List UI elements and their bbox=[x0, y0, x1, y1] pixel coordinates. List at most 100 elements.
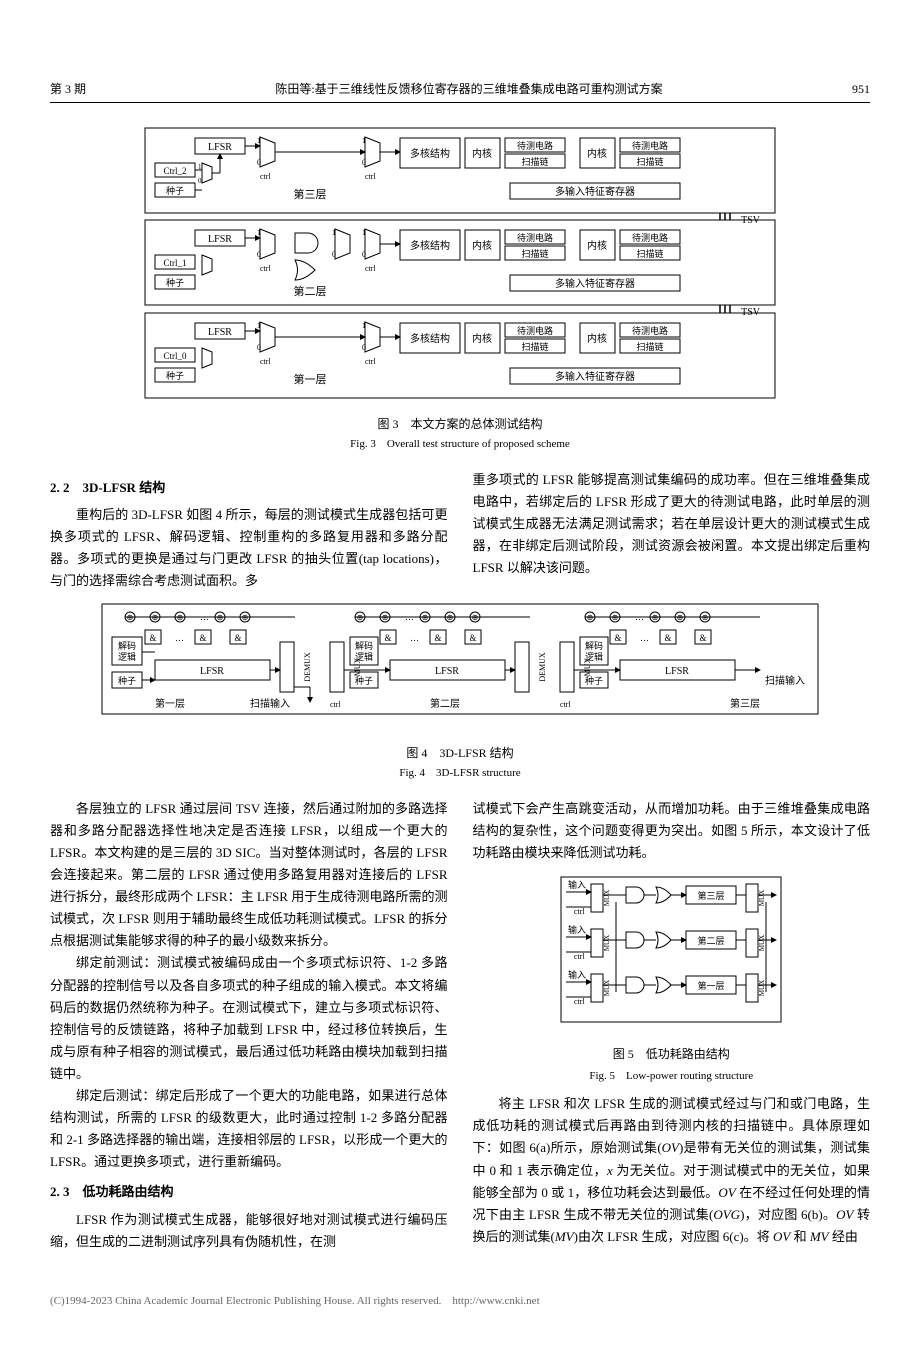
svg-text:LFSR: LFSR bbox=[208, 142, 232, 153]
svg-text:MUX: MUX bbox=[603, 890, 611, 906]
svg-text:输入: 输入 bbox=[568, 969, 586, 980]
svg-text:扫描链: 扫描链 bbox=[521, 156, 548, 167]
fig3-caption-cn: 图 3 本文方案的总体测试结构 bbox=[50, 415, 870, 434]
svg-text:多输入特征寄存器: 多输入特征寄存器 bbox=[555, 370, 635, 383]
svg-text:ctrl: ctrl bbox=[574, 952, 585, 961]
svg-text:Ctrl_1: Ctrl_1 bbox=[163, 258, 186, 268]
svg-text:0: 0 bbox=[362, 158, 366, 167]
svg-text:解码: 解码 bbox=[355, 640, 373, 651]
svg-text:扫描链: 扫描链 bbox=[521, 248, 548, 259]
svg-text:&: & bbox=[384, 633, 391, 643]
running-title: 陈田等:基于三维线性反馈移位寄存器的三维堆叠集成电路可重构测试方案 bbox=[275, 80, 662, 99]
svg-text:…: … bbox=[640, 633, 649, 643]
svg-text:种子: 种子 bbox=[355, 675, 373, 686]
svg-text:&: & bbox=[199, 633, 206, 643]
svg-text:&: & bbox=[434, 633, 441, 643]
svg-text:第三层: 第三层 bbox=[294, 187, 327, 201]
fig5-caption-cn: 图 5 低功耗路由结构 bbox=[473, 1044, 871, 1064]
svg-text:输入: 输入 bbox=[568, 924, 586, 935]
svg-text:第一层: 第一层 bbox=[698, 980, 725, 991]
left-column: 各层独立的 LFSR 通过层间 TSV 连接，然后通过附加的多路选择器和多路分配… bbox=[50, 798, 448, 1253]
svg-text:Ctrl_2: Ctrl_2 bbox=[163, 166, 186, 176]
svg-text:1: 1 bbox=[257, 136, 261, 145]
fig3-svg: LFSR Ctrl_2 种子 1 0 ctrl 1 0 ctrl 第三层 1 0 bbox=[140, 123, 780, 403]
svg-text:ctrl: ctrl bbox=[574, 907, 585, 916]
fig4-svg: ⊕ ⊕ ⊕ … ⊕ ⊕ & & … & 解码 逻辑 种子 LFSR DEMUX bbox=[100, 602, 820, 732]
svg-text:第三层: 第三层 bbox=[730, 697, 760, 710]
figure-5: 输入 MUX ctrl 第三层 MUX bbox=[473, 872, 871, 1085]
svg-text:&: & bbox=[664, 633, 671, 643]
svg-text:ctrl: ctrl bbox=[260, 264, 271, 273]
svg-text:扫描链: 扫描链 bbox=[521, 341, 548, 352]
svg-text:种子: 种子 bbox=[166, 277, 184, 288]
fig4-caption-en: Fig. 4 3D-LFSR structure bbox=[50, 765, 870, 783]
svg-text:第二层: 第二层 bbox=[430, 697, 460, 710]
svg-text:1: 1 bbox=[362, 228, 366, 237]
svg-text:ctrl: ctrl bbox=[260, 357, 271, 366]
svg-text:解码: 解码 bbox=[118, 640, 136, 651]
svg-text:多输入特征寄存器: 多输入特征寄存器 bbox=[555, 185, 635, 198]
svg-text:ctrl: ctrl bbox=[574, 997, 585, 1006]
svg-text:多输入特征寄存器: 多输入特征寄存器 bbox=[555, 277, 635, 290]
svg-text:扫描链: 扫描链 bbox=[636, 341, 663, 352]
svg-text:第三层: 第三层 bbox=[698, 890, 725, 901]
section-2-2-heading: 2. 2 3D-LFSR 结构 bbox=[50, 477, 448, 499]
svg-text:内核: 内核 bbox=[472, 239, 492, 252]
svg-text:种子: 种子 bbox=[118, 675, 136, 686]
svg-text:ctrl: ctrl bbox=[560, 700, 571, 709]
issue-label: 第 3 期 bbox=[50, 80, 86, 99]
svg-text:待测电路: 待测电路 bbox=[632, 232, 668, 243]
fig5-row-3: 输入 MUX ctrl 第三层 MUX bbox=[566, 879, 776, 916]
svg-text:MUX: MUX bbox=[603, 935, 611, 951]
footer-link[interactable]: http://www.cnki.net bbox=[452, 1295, 539, 1307]
svg-text:扫描输入: 扫描输入 bbox=[765, 674, 805, 687]
section-2-3-heading: 2. 3 低功耗路由结构 bbox=[50, 1181, 448, 1203]
svg-text:待测电路: 待测电路 bbox=[632, 325, 668, 336]
svg-text:多核结构: 多核结构 bbox=[410, 239, 450, 252]
figure-4: ⊕ ⊕ ⊕ … ⊕ ⊕ & & … & 解码 逻辑 种子 LFSR DEMUX bbox=[50, 602, 870, 783]
body-p6: 试模式下会产生高跳变活动，从而增加功耗。由于三维堆叠集成电路结构的复杂性，这个问… bbox=[473, 798, 871, 864]
svg-text:…: … bbox=[410, 633, 419, 643]
fig3-caption-en: Fig. 3 Overall test structure of propose… bbox=[50, 436, 870, 454]
svg-text:第二层: 第二层 bbox=[698, 935, 725, 946]
svg-text:逻辑: 逻辑 bbox=[585, 651, 603, 662]
body-p5: LFSR 作为测试模式生成器，能够很好地对测试模式进行编码压缩，但生成的二进制测… bbox=[50, 1209, 448, 1253]
svg-text:0: 0 bbox=[257, 250, 261, 259]
svg-text:第二层: 第二层 bbox=[294, 284, 327, 298]
fig5-row-2: 输入 MUX ctrl 第二层 MUX bbox=[566, 924, 776, 961]
svg-text:输入: 输入 bbox=[568, 879, 586, 890]
svg-text:LFSR: LFSR bbox=[665, 666, 689, 677]
svg-text:种子: 种子 bbox=[585, 675, 603, 686]
svg-text:内核: 内核 bbox=[587, 332, 607, 345]
svg-text:MUX: MUX bbox=[603, 980, 611, 996]
svg-text:0: 0 bbox=[362, 250, 366, 259]
svg-text:Ctrl_0: Ctrl_0 bbox=[163, 351, 187, 361]
svg-text:第一层: 第一层 bbox=[155, 697, 185, 710]
svg-text:0: 0 bbox=[332, 250, 336, 259]
fig5-caption-en: Fig. 5 Low-power routing structure bbox=[473, 1067, 871, 1086]
svg-text:MUX: MUX bbox=[758, 980, 766, 996]
svg-text:1: 1 bbox=[257, 228, 261, 237]
svg-text:逻辑: 逻辑 bbox=[118, 651, 136, 662]
svg-text:种子: 种子 bbox=[166, 370, 184, 381]
svg-text:1: 1 bbox=[257, 321, 261, 330]
svg-text:内核: 内核 bbox=[472, 332, 492, 345]
svg-text:待测电路: 待测电路 bbox=[632, 140, 668, 151]
svg-text:&: & bbox=[614, 633, 621, 643]
section-2-2-intro: 2. 2 3D-LFSR 结构 重构后的 3D-LFSR 如图 4 所示，每层的… bbox=[50, 469, 870, 592]
figure-3: LFSR Ctrl_2 种子 1 0 ctrl 1 0 ctrl 第三层 1 0 bbox=[50, 123, 870, 454]
footer-copyright: (C)1994-2023 China Academic Journal Elec… bbox=[50, 1295, 441, 1307]
body-p2: 各层独立的 LFSR 通过层间 TSV 连接，然后通过附加的多路选择器和多路分配… bbox=[50, 798, 448, 953]
svg-text:扫描链: 扫描链 bbox=[636, 248, 663, 259]
fig5-row-1: 输入 MUX ctrl 第一层 MUX bbox=[566, 969, 776, 1006]
page-number: 951 bbox=[852, 80, 870, 99]
svg-text:多核结构: 多核结构 bbox=[410, 147, 450, 160]
svg-text:待测电路: 待测电路 bbox=[517, 325, 553, 336]
svg-text:&: & bbox=[469, 633, 476, 643]
svg-text:多核结构: 多核结构 bbox=[410, 332, 450, 345]
page-footer: (C)1994-2023 China Academic Journal Elec… bbox=[50, 1293, 870, 1311]
body-p7: 将主 LFSR 和次 LFSR 生成的测试模式经过与门和或门电路，生成低功耗的测… bbox=[473, 1093, 871, 1248]
body-p1a: 重构后的 3D-LFSR 如图 4 所示，每层的测试模式生成器包括可更换多项式的… bbox=[50, 504, 448, 592]
svg-text:&: & bbox=[234, 633, 241, 643]
page-header: 第 3 期 陈田等:基于三维线性反馈移位寄存器的三维堆叠集成电路可重构测试方案 … bbox=[50, 80, 870, 103]
